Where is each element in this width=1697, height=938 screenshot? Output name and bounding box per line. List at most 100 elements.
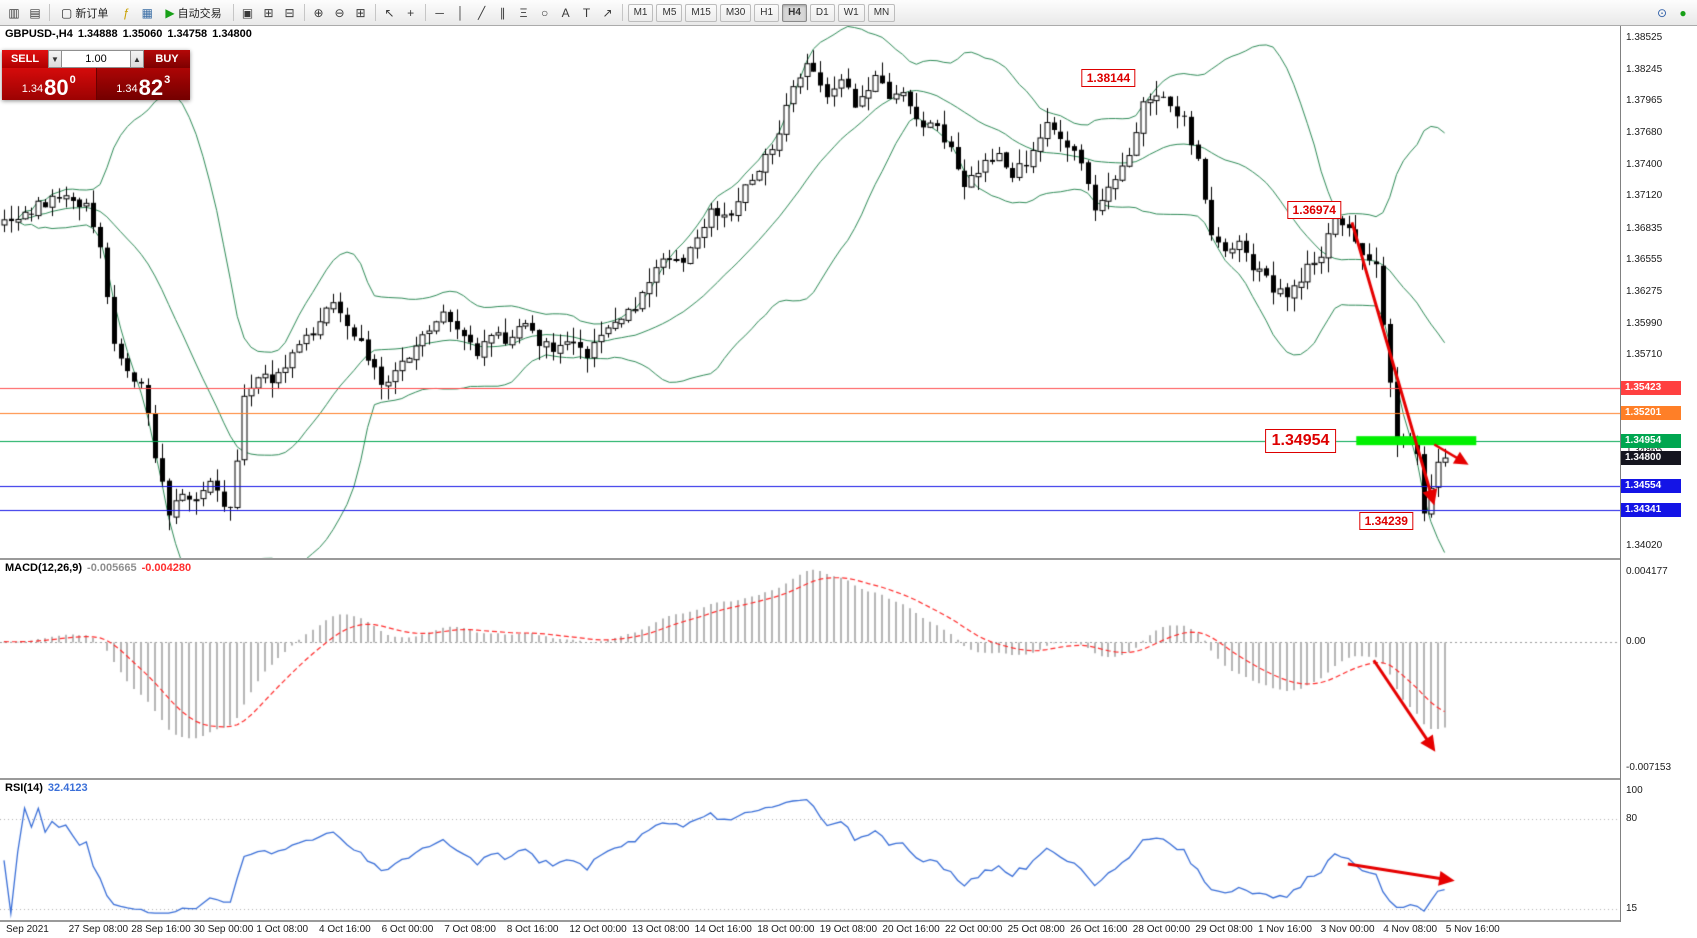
candlestick-chart-icon[interactable]: ▥ [4,3,24,23]
rsi-scale-label: 80 [1626,812,1638,824]
zoom-in-icon[interactable]: ⊕ [309,3,329,23]
time-label: 18 Oct 00:00 [757,924,815,935]
timeframe-button-m15[interactable]: M15 [685,3,717,22]
zoom-out-icon[interactable]: ⊖ [330,3,350,23]
price-annotation[interactable]: 1.34239 [1359,512,1413,531]
grid-icon[interactable]: ⊞ [351,3,371,23]
time-label: 25 Oct 08:00 [1007,924,1065,935]
timeframe-button-h4[interactable]: H4 [782,3,807,22]
buy-price[interactable]: 1.34 82 3 [96,68,190,100]
new-order-button[interactable]: ▢ 新订单 [54,3,115,23]
price-tick: 1.34865 [1626,445,1662,456]
sell-price-main: 80 [44,75,69,101]
price-tick: 1.35710 [1626,349,1663,361]
price-badge: 1.34954 [1621,433,1681,448]
horizontal-line-icon[interactable]: ─ [430,3,450,23]
volume-increase-button[interactable]: ▲ [130,50,144,68]
sell-price[interactable]: 1.34 80 0 [2,68,97,100]
time-label: 5 Nov 16:00 [1445,924,1500,935]
price-tick: 1.37400 [1626,158,1663,170]
timeframe-button-m5[interactable]: M5 [656,3,683,22]
trendline-icon[interactable]: ╱ [472,3,492,23]
time-label: 20 Oct 16:00 [882,924,940,935]
buy-price-prefix: 1.34 [116,83,138,95]
toolbar-separator [621,4,623,21]
price-badge: 1.34800 [1621,451,1681,466]
indicators-icon: ƒ [123,5,130,20]
volume-decrease-button[interactable]: ▼ [48,50,62,68]
indicators-icon[interactable]: ƒ [116,3,136,23]
time-label: 28 Sep 16:00 [131,924,191,935]
time-label: 30 Sep 00:00 [193,924,254,935]
price-tick: 1.37680 [1626,127,1663,139]
timeframe-button-mn[interactable]: MN [867,3,896,22]
cursor-icon[interactable]: ↖ [380,3,400,23]
price-annotation[interactable]: 1.34954 [1264,429,1337,454]
candlestick-chart-icon: ▥ [8,5,20,20]
timeframe-button-m1[interactable]: M1 [627,3,654,22]
time-label: 4 Oct 16:00 [319,924,371,935]
crosshair-icon[interactable]: + [401,3,421,23]
price-annotation[interactable]: 1.36974 [1287,200,1341,219]
time-label: 26 Oct 16:00 [1070,924,1128,935]
price-badge: 1.34554 [1621,478,1681,493]
search-icon[interactable]: ⊙ [1652,3,1672,23]
text-label-icon[interactable]: T [577,3,597,23]
horizontal-line-icon: ─ [435,5,444,20]
search-icon: ⊙ [1656,5,1668,20]
pane-separator[interactable] [0,778,1697,780]
volume-input[interactable] [62,50,130,68]
time-label: 22 Oct 00:00 [945,924,1003,935]
tile-windows-icon[interactable]: ⊞ [259,3,279,23]
equidistant-channel-icon[interactable]: ∥ [493,3,513,23]
connection-status-icon[interactable]: ● [1673,3,1693,23]
rsi-scale-label: 15 [1626,903,1638,915]
rsi-canvas[interactable] [0,780,1620,920]
timeframe-button-m30[interactable]: M30 [719,3,752,22]
macd-scale-label: 0.004177 [1626,566,1668,577]
price-annotation[interactable]: 1.38144 [1081,69,1136,88]
fibonacci-icon[interactable]: Ξ [514,3,534,23]
tile-horizontal-icon[interactable]: ⊟ [280,3,300,23]
shapes-icon[interactable]: ○ [535,3,555,23]
price-badge: 1.35201 [1621,405,1681,420]
new-order-button-label: 新订单 [75,7,109,20]
time-label: 29 Oct 08:00 [1195,924,1253,935]
chart-window: GBPUSD-,H4 1.34888 1.35060 1.34758 1.34800 S… [0,26,1697,938]
toolbar-separator [424,4,426,21]
time-label: 6 Oct 00:00 [381,924,434,935]
macd-scale-label: 0.00 [1626,635,1646,647]
toolbar-separator [232,4,234,21]
time-label: 4 Nov 08:00 [1383,924,1438,935]
cursor-icon: ↖ [384,5,395,20]
timeframe-button-w1[interactable]: W1 [837,3,865,22]
fibonacci-icon: Ξ [519,5,528,20]
crosshair-icon: + [407,5,415,20]
toolbar-separator [303,4,305,21]
chart-profiles-icon[interactable]: ▦ [137,3,157,23]
trendline-icon: ╱ [477,5,486,20]
vertical-line-icon: │ [456,5,465,20]
vertical-line-icon[interactable]: │ [451,3,471,23]
bar-chart-icon[interactable]: ▤ [25,3,45,23]
cascade-windows-icon[interactable]: ▣ [238,3,258,23]
main-chart-canvas[interactable] [0,26,1620,558]
main-chart-pane: GBPUSD-,H4 1.34888 1.35060 1.34758 1.34800 S… [0,26,1620,558]
pane-separator[interactable] [0,558,1697,560]
zoom-out-icon: ⊖ [334,5,345,20]
buy-button[interactable]: BUY [144,50,190,68]
time-axis[interactable]: Sep 2021 27 Sep 08:00 28 Sep 16:00 30 Sep 0… [0,922,1697,938]
time-label: 8 Oct 16:00 [506,924,559,935]
timeframe-button-h1[interactable]: H1 [754,3,780,22]
arrow-tool-icon[interactable]: ↗ [598,3,618,23]
text-icon[interactable]: A [556,3,576,23]
price-axis[interactable]: 1.38525 1.38245 1.37965 1.37680 1.37400 1.371… [1620,26,1697,922]
auto-trading-button[interactable]: ▶ 自动交易 [158,3,228,23]
main-toolbar: ▥ ▤ ▢ 新订单 ƒ ▦ ▶ 自动交易 ▣ ⊞ ⊟ ⊕ ⊖ ⊞ ↖ + ─ │ ╱ ∥ Ξ ○ A T ↗ M1 M5 M15 M30… [0,0,1697,26]
sell-button[interactable]: SELL [2,50,48,68]
macd-canvas[interactable] [0,560,1620,778]
grid-icon: ⊞ [355,5,366,20]
time-label: 1 Oct 08:00 [256,924,309,935]
price-tick: 1.38525 [1626,32,1663,43]
timeframe-button-d1[interactable]: D1 [809,3,835,22]
